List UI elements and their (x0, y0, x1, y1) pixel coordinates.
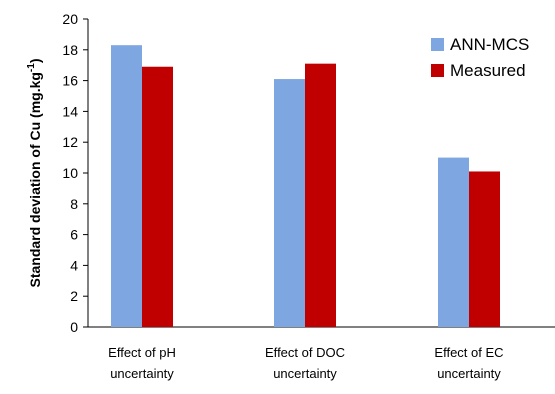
y-tick-label: 12 (62, 134, 78, 150)
category-label: Effect of pH (108, 345, 176, 360)
bar-ann-mcs-1 (274, 79, 305, 327)
bar-ann-mcs-0 (111, 45, 142, 328)
y-tick-label: 4 (70, 257, 78, 273)
y-tick-label: 14 (62, 103, 78, 119)
y-tick-label: 2 (70, 288, 78, 304)
y-tick-label: 10 (62, 165, 78, 181)
y-axis-label: Standard deviation of Cu (mg.kg-1) (26, 58, 43, 287)
legend-swatch (431, 64, 444, 77)
y-tick-label: 6 (70, 227, 78, 243)
y-tick-label: 18 (62, 42, 78, 58)
category-label: uncertainty (110, 366, 174, 381)
bar-measured-2 (469, 171, 500, 327)
bar-measured-1 (305, 63, 336, 327)
bar-measured-0 (142, 66, 173, 328)
category-label: Effect of EC (434, 345, 503, 360)
category-label: uncertainty (273, 366, 337, 381)
category-label: uncertainty (437, 366, 501, 381)
legend-label: Measured (450, 61, 526, 80)
category-labels: Effect of pH uncertainty Effect of DOC unce… (108, 345, 503, 381)
y-ticks: 0 2 4 6 8 10 12 14 16 18 20 (62, 11, 88, 335)
legend: ANN-MCS Measured (431, 35, 529, 80)
y-tick-label: 16 (62, 73, 78, 89)
bar-ann-mcs-2 (438, 157, 469, 327)
y-tick-label: 0 (70, 319, 78, 335)
legend-label: ANN-MCS (450, 35, 529, 54)
bars (111, 45, 500, 328)
category-label: Effect of DOC (265, 345, 345, 360)
y-tick-label: 20 (62, 11, 78, 27)
legend-swatch (431, 38, 444, 51)
y-tick-label: 8 (70, 196, 78, 212)
